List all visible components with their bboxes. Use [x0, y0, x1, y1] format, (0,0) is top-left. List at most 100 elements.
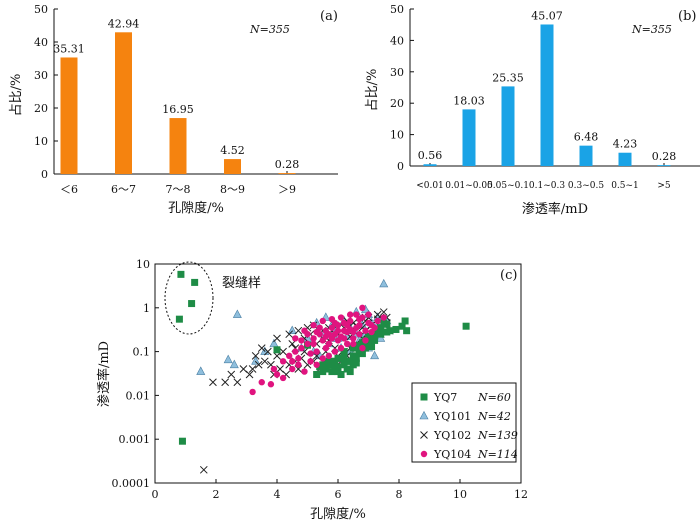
bar-value-label: 0.28: [652, 150, 677, 163]
bar-value-label: 35.31: [53, 42, 85, 55]
panel-b-permeability-histogram: 0 10 20 30 40 50 <0.01 0.01~0.050.05~0.1 0.1~0.…: [365, 3, 700, 217]
x-category-label: 6～7: [111, 183, 136, 196]
bar-value-label: 45.07: [531, 9, 563, 22]
legend-series-name: YQ7: [433, 391, 457, 404]
point-yq104: [249, 388, 256, 396]
x-category-label: 8～9: [220, 183, 245, 196]
bar: [618, 152, 632, 166]
bar: [501, 86, 515, 166]
x-tick-label: 8: [396, 488, 403, 501]
point-yq7: [178, 437, 186, 445]
fracture-sample-ellipse: [164, 261, 214, 335]
point-yq104: [350, 328, 357, 336]
point-yq102: [221, 378, 230, 387]
point-yq104: [292, 335, 299, 342]
legend-marker-yq101: [419, 410, 429, 420]
point-yq104: [362, 327, 369, 334]
bar: [115, 32, 132, 174]
point-yq104: [337, 344, 345, 352]
y-tick-label: 20: [34, 102, 48, 115]
x-category-label: <0.01: [416, 181, 444, 191]
x-tick-label: 0: [152, 488, 159, 501]
point-yq102: [233, 378, 242, 387]
point-yq101: [370, 350, 380, 360]
bar-value-label: 4.52: [220, 144, 245, 157]
point-yq102: [260, 357, 269, 366]
point-yq104: [359, 304, 366, 311]
point-yq104: [362, 337, 369, 344]
panel-b-n-annotation: N=355: [631, 23, 672, 36]
point-yq104: [356, 322, 363, 329]
point-yq104: [325, 340, 333, 348]
point-yq104: [267, 381, 275, 388]
point-yq7: [349, 344, 357, 352]
point-yq7: [191, 278, 199, 286]
panel-c-ylabel: 渗透率/mD: [96, 341, 112, 407]
y-tick-label: 0: [41, 168, 48, 181]
bar: [579, 145, 593, 166]
point-yq104: [374, 317, 381, 325]
point-yq102: [199, 465, 208, 474]
panel-b-ylabel: 占比/%: [365, 69, 380, 112]
x-tick-label: 2: [213, 488, 220, 501]
y-tick-label: 40: [390, 34, 404, 47]
legend-marker-yq102: [420, 431, 428, 439]
point-yq7: [343, 357, 351, 365]
point-yq104: [310, 340, 317, 348]
point-yq7: [352, 354, 360, 362]
fracture-sample-label: 裂缝样: [222, 276, 261, 291]
point-yq101: [223, 354, 233, 364]
x-category-label: 0.01~0.05: [445, 181, 493, 191]
point-yq104: [301, 368, 308, 375]
point-yq7: [322, 357, 330, 365]
point-yq102: [209, 378, 217, 387]
panel-a-porosity-histogram: 0 10 20 30 40 50 ＜6 6～7 7～8 8～9 ＞9 35.31 42.94 16.9…: [9, 3, 338, 216]
panel-b-label: (b): [678, 9, 696, 24]
point-yq101: [229, 359, 239, 369]
point-yq102: [257, 344, 266, 352]
panel-a-label: (a): [320, 9, 338, 24]
point-yq7: [188, 300, 196, 308]
point-yq102: [245, 370, 254, 379]
y-tick-label: 40: [34, 36, 48, 49]
bar-value-label: 6.48: [574, 131, 599, 144]
point-yq104: [295, 355, 302, 362]
point-yq7: [346, 368, 354, 376]
bar-value-label: 25.35: [492, 71, 524, 84]
point-yq7: [380, 319, 388, 327]
y-tick-label: 10: [34, 135, 48, 148]
point-yq7: [313, 371, 321, 379]
legend-series-count: N=42: [477, 410, 511, 423]
point-yq104: [319, 355, 326, 362]
x-category-label: >5: [657, 181, 671, 191]
point-yq104: [298, 344, 305, 352]
point-yq104: [359, 344, 366, 352]
point-yq102: [294, 326, 303, 335]
bar-value-label: 0.56: [418, 149, 443, 162]
bar: [462, 109, 476, 166]
legend-marker-yq7: [420, 393, 428, 401]
y-tick-label: 1: [143, 302, 150, 315]
point-yq104: [292, 348, 299, 355]
point-yq104: [343, 322, 351, 329]
point-yq7: [401, 317, 409, 325]
point-yq7: [177, 270, 185, 278]
point-yq104: [273, 371, 281, 378]
point-yq7: [371, 336, 379, 344]
point-yq104: [313, 361, 320, 368]
panel-c-legend: YQ7 N=60 YQ101 N=42 YQ102 N=139 YQ104 N=114: [411, 382, 518, 463]
bar: [60, 57, 78, 174]
bar: [423, 164, 437, 166]
point-yq102: [285, 330, 294, 339]
point-yq104: [319, 317, 326, 325]
x-category-label: ＞9: [278, 183, 296, 196]
point-yq104: [347, 311, 354, 318]
panel-c-xlabel: 孔隙度/%: [310, 506, 366, 521]
point-yq101: [232, 309, 242, 318]
bar: [224, 159, 241, 174]
legend-series-count: N=139: [477, 429, 518, 442]
legend-series-count: N=60: [477, 391, 511, 404]
y-tick-label: 30: [390, 66, 404, 79]
point-yq7: [403, 327, 411, 335]
